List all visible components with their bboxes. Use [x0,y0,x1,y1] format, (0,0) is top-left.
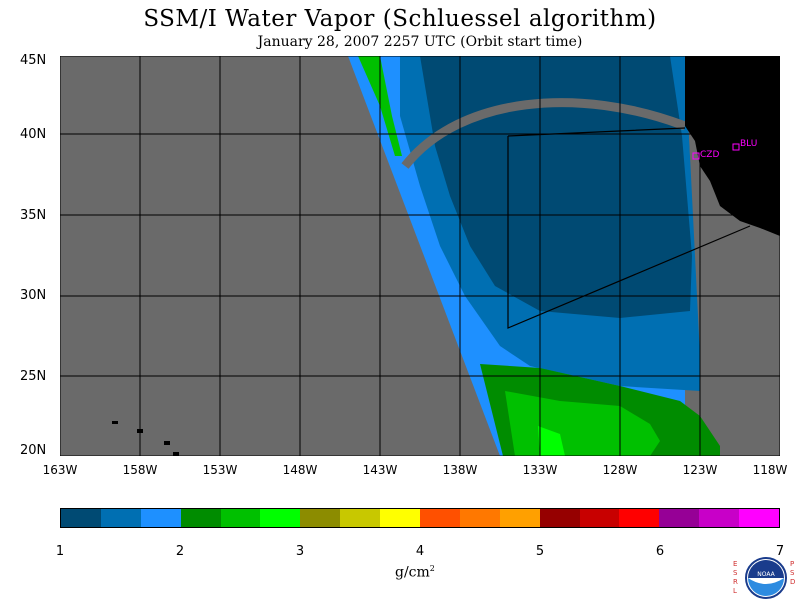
colorbar-segment [739,509,780,527]
station-czd-label: CZD [700,150,719,160]
map-title: SSM/I Water Vapor (Schluessel algorithm) [143,6,657,32]
lat-label-20n: 20N [20,443,47,458]
triangle-overlay [507,127,751,329]
colorbar-segment [140,509,181,527]
colorbar-segment [499,509,540,527]
colorbar-segment [699,509,740,527]
lon-label-153w: 153W [202,463,238,477]
colorbar-segment [180,509,221,527]
noaa-logo: NOAA [745,557,787,599]
colorbar-segment [619,509,660,527]
colorbar-tick-4: 4 [415,544,425,559]
colorbar-segment [459,509,500,527]
lon-label-123w: 123W [682,463,718,477]
lon-label-138w: 138W [442,463,478,477]
colorbar-segment [61,509,101,527]
colorbar-segment [380,509,421,527]
lon-label-118w: 118W [752,463,788,477]
colorbar-tick-1: 1 [55,544,65,559]
colorbar-segment [100,509,141,527]
noaa-seal-text: NOAA [757,571,775,578]
colorbar-segment [579,509,620,527]
lat-label-30n: 30N [20,288,47,303]
swath-green-bright [538,426,565,456]
colorbar-segment [539,509,580,527]
map-subtitle: January 28, 2007 2257 UTC (Orbit start t… [257,34,583,50]
colorbar [60,508,780,528]
station-blu-label: BLU [740,139,757,149]
station-czd-marker [692,152,700,160]
colorbar-segment [260,509,301,527]
colorbar-segment [220,509,261,527]
colorbar-unit-sup: 2 [429,564,435,573]
swath-dark-blue [420,56,692,318]
lon-label-128w: 128W [602,463,638,477]
colorbar-tick-3: 3 [295,544,305,559]
colorbar-segment [420,509,460,527]
lat-label-25n: 25N [20,369,47,384]
colorbar-tick-5: 5 [535,544,545,559]
lat-label-45n: 45N [20,53,47,68]
lon-label-133w: 133W [522,463,558,477]
colorbar-tick-2: 2 [175,544,185,559]
lon-label-148w: 148W [282,463,318,477]
orbit-gap-arc [401,98,687,169]
water-vapor-map: CZD BLU [59,55,781,460]
colorbar-unit: g/cm2 [395,564,435,581]
map-grid [60,56,780,456]
lon-label-158w: 158W [122,463,158,477]
lon-label-143w: 143W [362,463,398,477]
lat-label-35n: 35N [20,208,47,223]
colorbar-unit-text: g/cm [395,564,430,581]
hawaii-islands [112,421,179,456]
colorbar-segment [659,509,700,527]
lon-label-163w: 163W [42,463,78,477]
lat-label-40n: 40N [20,127,47,142]
colorbar-segment [300,509,341,527]
colorbar-segment [340,509,381,527]
colorbar-tick-7: 7 [775,544,785,559]
colorbar-tick-6: 6 [655,544,665,559]
station-blu-marker [732,143,740,151]
